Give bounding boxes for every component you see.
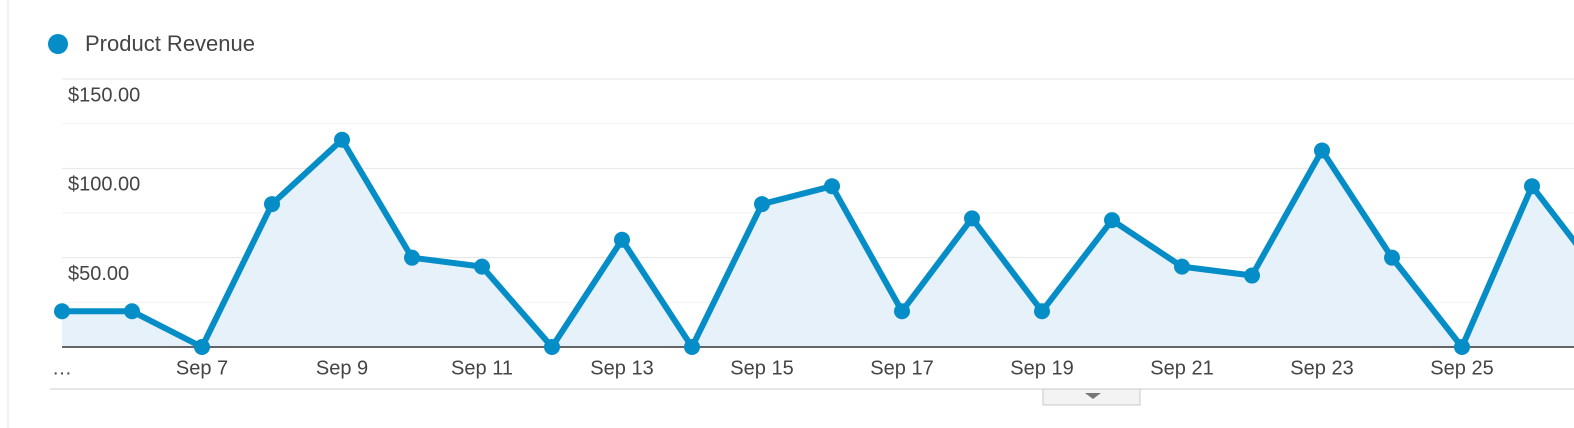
point <box>1174 258 1190 275</box>
point <box>334 131 350 148</box>
x-tick-label: Sep 13 <box>590 357 653 379</box>
point <box>824 178 840 195</box>
x-tick-label: Sep 23 <box>1290 357 1353 379</box>
expand-arrow <box>1085 393 1101 399</box>
x-tick-label: Sep 11 <box>451 357 513 379</box>
point <box>964 210 980 227</box>
point <box>264 196 280 213</box>
x-tick-label: … <box>52 357 72 379</box>
point <box>1454 339 1470 355</box>
legend-label: Product Revenue <box>85 31 255 56</box>
point <box>614 231 630 248</box>
point <box>684 339 700 355</box>
y-tick-label: $150.00 <box>68 84 140 106</box>
legend: Product Revenue <box>48 31 255 56</box>
x-tick-label: Sep 21 <box>1150 357 1213 379</box>
point <box>54 303 70 320</box>
legend-marker <box>48 34 68 54</box>
point <box>404 249 420 266</box>
point <box>474 258 490 275</box>
point <box>1314 142 1330 159</box>
x-tick-label: Sep 19 <box>1010 357 1073 379</box>
x-tick-label: Sep 7 <box>176 357 228 379</box>
point <box>1034 303 1050 320</box>
point <box>1244 267 1260 284</box>
y-tick-label: $100.00 <box>68 174 140 196</box>
point <box>194 339 210 355</box>
point <box>894 303 910 320</box>
x-tick-label: Sep 17 <box>870 357 933 379</box>
point <box>1104 212 1120 229</box>
point <box>124 303 140 320</box>
x-tick-label: Sep 15 <box>730 357 793 379</box>
point <box>544 339 560 355</box>
point <box>1384 249 1400 266</box>
point <box>1524 178 1540 195</box>
x-tick-label: Sep 25 <box>1430 357 1493 379</box>
y-tick-label: $50.00 <box>68 263 129 285</box>
x-tick-label: Sep 9 <box>316 357 368 379</box>
area <box>62 139 1574 347</box>
point <box>754 196 770 213</box>
